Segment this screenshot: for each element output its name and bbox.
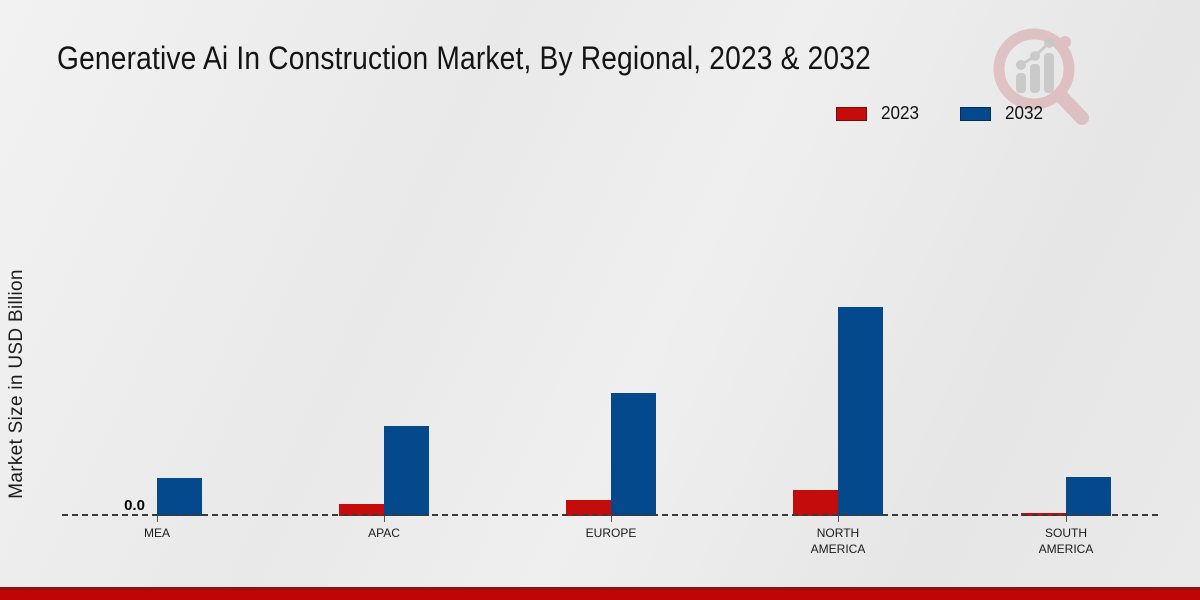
x-tick-south-america	[1066, 516, 1067, 522]
legend-item-2023: 2023	[836, 103, 920, 124]
x-tick-label-europe: EUROPE	[585, 526, 637, 540]
bar-2032-mea	[157, 478, 202, 516]
zero-baseline	[62, 514, 1158, 516]
y-axis-label: Market Size in USD Billion	[6, 269, 27, 499]
legend-swatch-2023	[836, 106, 867, 121]
bar-2032-europe	[611, 393, 656, 516]
footer-accent-bar	[0, 587, 1200, 600]
bar-2023-north-america	[793, 490, 838, 516]
value-label-2023-mea: 0.0	[124, 497, 145, 514]
bar-2023-europe	[566, 500, 611, 516]
x-tick-europe	[611, 516, 612, 522]
chart-title: Generative Ai In Construction Market, By…	[57, 40, 871, 76]
x-tick-mea	[157, 516, 158, 522]
bar-2032-south-america	[1066, 477, 1111, 516]
legend: 2023 2032	[836, 103, 1044, 124]
legend-swatch-2032	[960, 106, 992, 121]
legend-label-2023: 2023	[881, 103, 920, 123]
x-tick-label-mea: MEA	[143, 526, 170, 540]
legend-label-2032: 2032	[1005, 103, 1044, 123]
magnifier-bar-chart-logo-icon	[993, 28, 1089, 125]
x-tick-label-apac: APAC	[368, 526, 400, 540]
legend-item-2032: 2032	[960, 103, 1044, 124]
x-tick-apac	[384, 516, 385, 522]
bar-2032-apac	[384, 426, 429, 516]
x-tick-label-south-america: SOUTH AMERICA	[1038, 526, 1094, 556]
x-tick-label-north-america: NORTH AMERICA	[810, 526, 866, 556]
bar-2032-north-america	[838, 307, 883, 516]
bar-2023-apac	[339, 504, 384, 516]
x-tick-north-america	[838, 516, 839, 522]
